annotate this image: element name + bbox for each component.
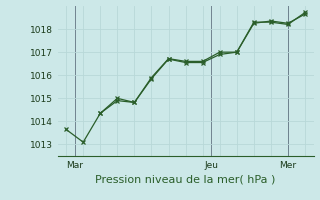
X-axis label: Pression niveau de la mer( hPa ): Pression niveau de la mer( hPa ) — [95, 174, 276, 184]
